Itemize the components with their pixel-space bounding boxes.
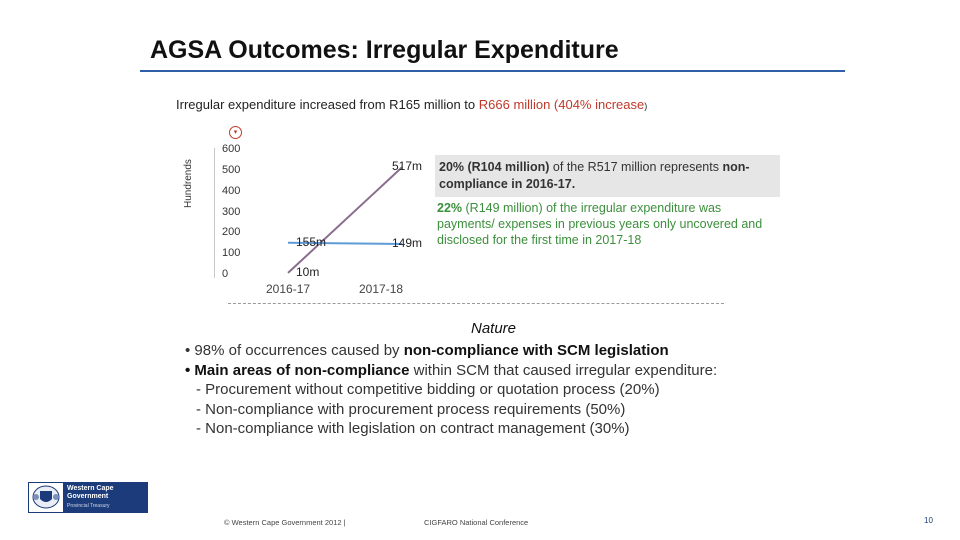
x-tick-label: 2016-17: [266, 282, 311, 296]
y-tick-label: 0: [222, 268, 229, 280]
note-box-noncompliance: 20% (R104 million) of the R517 million r…: [435, 155, 780, 197]
bullet2-strong: • Main areas of non-compliance: [185, 361, 410, 379]
y-tick-label: 200: [222, 226, 241, 239]
y-tick-label: 300: [222, 205, 241, 218]
logo-band: Western Cape Government Provincial Treas…: [63, 483, 147, 512]
bullet-item: • Main areas of non-compliance within SC…: [185, 361, 717, 381]
footer-conference: CIGFARO National Conference: [424, 518, 529, 527]
note-green-bold: 22%: [437, 201, 463, 215]
bullet1-strong: non-compliance with SCM legislation: [403, 342, 669, 359]
nature-bullets: • 98% of occurrences caused by non-compl…: [185, 341, 717, 439]
x-tick-label: 2017-18: [359, 282, 404, 296]
sub-bullet-item: - Non-compliance with procurement proces…: [196, 400, 626, 418]
series-line: [287, 166, 403, 274]
bullet-item: • 98% of occurrences caused by non-compl…: [185, 341, 717, 361]
western-cape-logo: Western Cape Government Provincial Treas…: [28, 482, 148, 513]
footer-copyright: © Western Cape Government 2012 |: [224, 518, 346, 527]
nature-heading: Nature: [471, 320, 517, 337]
data-label: 155m: [296, 234, 327, 249]
y-axis-line: [214, 148, 215, 278]
slide-title: AGSA Outcomes: Irregular Expenditure: [150, 36, 619, 64]
bullet2-text: within SCM that caused irregular expendi…: [409, 361, 718, 379]
y-tick-label: 400: [222, 184, 241, 197]
title-underline: [140, 70, 845, 72]
note-green-text: (R149 million) of the irregular expendit…: [437, 201, 763, 247]
page-number: 10: [924, 516, 933, 525]
slide-subtitle: Irregular expenditure increased from R16…: [176, 97, 647, 112]
data-label: 517m: [392, 159, 423, 174]
data-label: 10m: [296, 264, 320, 279]
note-box-bold2: non-compliance in 2016-17.: [439, 160, 750, 191]
subtitle-highlight: R666 million (404% increase: [478, 97, 645, 112]
subtitle-suffix: ): [644, 101, 648, 111]
y-tick-label: 600: [222, 143, 241, 155]
logo-line1: Western Cape: [67, 485, 114, 492]
subtitle-prefix: Irregular expenditure increased from R16…: [176, 97, 479, 112]
logo-line3: Provincial Treasury: [67, 503, 110, 509]
bullet1-text: • 98% of occurrences caused by: [185, 342, 404, 359]
y-tick-label: 100: [222, 247, 241, 260]
sub-bullet-item: - Non-compliance with legislation on con…: [196, 420, 630, 437]
note-previous-years: 22% (R149 million) of the irregular expe…: [437, 200, 782, 248]
coat-of-arms-icon: [32, 485, 60, 509]
note-box-bold1: 20% (R104 million): [439, 160, 550, 174]
y-tick-label: 500: [222, 163, 241, 176]
dashed-divider: [228, 303, 724, 304]
note-box-text1: of the R517 million represents: [549, 160, 723, 174]
chevron-down-icon: ▾: [229, 126, 242, 139]
logo-line2: Government: [67, 493, 109, 500]
sub-bullet-item: - Procurement without competitive biddin…: [196, 381, 660, 398]
series-line: [287, 241, 403, 245]
data-label: 149m: [392, 235, 423, 250]
